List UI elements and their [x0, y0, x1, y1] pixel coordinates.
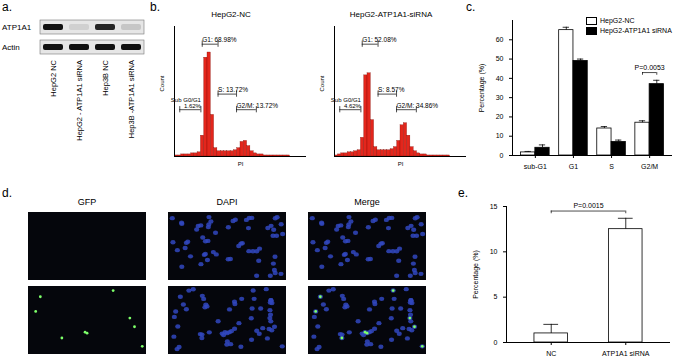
svg-text:40: 40 [496, 75, 504, 82]
html-text:HepG2-NC: HepG2-NC [600, 17, 635, 24]
html-text:c.: c. [466, 0, 476, 14]
svg-text:20: 20 [496, 113, 504, 120]
svg-text:Count: Count [319, 75, 325, 91]
svg-text:S: S [609, 163, 614, 170]
svg-text:10: 10 [496, 132, 504, 139]
html-text:a.: a. [2, 0, 12, 14]
svg-text:PI: PI [238, 161, 244, 167]
svg-text:ATP1A1 siRNA: ATP1A1 siRNA [602, 350, 650, 357]
svg-text:G2/M: 34.86%: G2/M: 34.86% [397, 102, 439, 109]
html-text:b.: b. [150, 0, 160, 14]
svg-text:Hep3B NC: Hep3B NC [101, 59, 110, 95]
svg-text:NC: NC [546, 350, 556, 357]
svg-text:Sub G0/G11.62%: Sub G0/G11.62% [171, 97, 202, 109]
svg-text:30: 30 [496, 94, 504, 101]
svg-text:Sub G0/G14.62%: Sub G0/G14.62% [331, 97, 362, 109]
svg-text:G1: 52.08%: G1: 52.08% [362, 36, 397, 43]
svg-text:sub-G1: sub-G1 [524, 163, 547, 170]
svg-text:Percentage (%): Percentage (%) [472, 250, 480, 299]
svg-text:PI: PI [398, 161, 404, 167]
svg-text:DAPI: DAPI [216, 197, 237, 207]
svg-text:0: 0 [500, 152, 504, 159]
svg-text:Merge: Merge [354, 197, 380, 207]
html-text:d.: d. [2, 186, 12, 200]
svg-text:HepG2 NC: HepG2 NC [49, 59, 58, 96]
svg-text:HepG2 - ATP1A1 siRNA: HepG2 - ATP1A1 siRNA [75, 60, 84, 141]
svg-text:15: 15 [490, 203, 498, 210]
svg-text:G2/M: G2/M [641, 163, 658, 170]
svg-text:50: 50 [496, 55, 504, 62]
html-text:HepG2-ATP1A1-siRNA: HepG2-ATP1A1-siRNA [349, 10, 433, 19]
svg-text:S: 13.72%: S: 13.72% [218, 86, 248, 93]
svg-text:G1: G1 [569, 163, 578, 170]
svg-text:60: 60 [496, 36, 504, 43]
svg-text:G1: 68.98%: G1: 68.98% [202, 36, 237, 43]
html-text:e.: e. [458, 186, 468, 200]
svg-text:S: 8.57%: S: 8.57% [378, 86, 405, 93]
html-text:HepG2-NC: HepG2-NC [211, 10, 251, 19]
svg-text:G2/M: 13.72%: G2/M: 13.72% [237, 102, 279, 109]
svg-text:Actin: Actin [2, 43, 20, 52]
svg-text:GFP: GFP [78, 197, 97, 207]
svg-text:ATP1A1: ATP1A1 [2, 23, 32, 32]
svg-text:5: 5 [494, 293, 498, 300]
svg-text:0: 0 [494, 339, 498, 346]
svg-text:Percentage (%): Percentage (%) [478, 64, 486, 113]
svg-text:P=0.0053: P=0.0053 [635, 64, 665, 71]
svg-text:Hep3B -ATP1A1 siRNA: Hep3B -ATP1A1 siRNA [127, 60, 136, 138]
html-text:HepG2-ATP1A1 siRNA: HepG2-ATP1A1 siRNA [600, 27, 672, 34]
svg-text:Count: Count [159, 75, 165, 91]
svg-text:P=0.0015: P=0.0015 [573, 202, 603, 209]
svg-text:10: 10 [490, 248, 498, 255]
